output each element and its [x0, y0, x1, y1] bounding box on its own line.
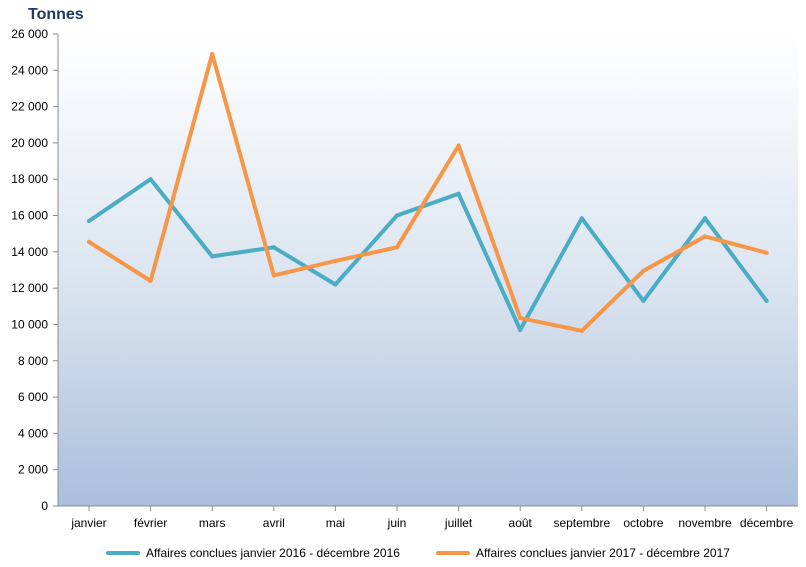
series-line-2 — [87, 52, 769, 333]
x-tick-label: décembre — [740, 516, 794, 530]
x-tick-label: octobre — [623, 516, 663, 530]
x-tick-label: juin — [387, 516, 407, 530]
data-point — [148, 278, 153, 283]
data-point — [518, 327, 523, 332]
data-point — [579, 216, 584, 221]
y-tick-label: 4 000 — [18, 426, 48, 440]
x-tick-label: juillet — [444, 516, 473, 530]
x-tick-label: mars — [199, 516, 226, 530]
y-tick-label: 8 000 — [18, 354, 48, 368]
data-point — [641, 268, 646, 273]
y-tick-label: 16 000 — [11, 209, 48, 223]
data-point — [87, 218, 91, 223]
data-point — [210, 51, 215, 56]
data-point — [456, 143, 461, 148]
y-tick-label: 18 000 — [11, 172, 48, 186]
x-axis-ticks: janvier février mars avril mai juin juillet aoû… — [58, 505, 798, 530]
x-tick-label: avril — [263, 516, 285, 530]
y-tick-label: 2 000 — [18, 463, 48, 477]
series-line-1 — [87, 177, 769, 332]
plot-area — [58, 34, 798, 506]
data-point — [703, 216, 707, 221]
data-point — [271, 273, 276, 278]
data-point — [395, 213, 399, 218]
y-tick-label: 0 — [41, 499, 48, 513]
x-tick-label: janvier — [70, 516, 106, 530]
data-point — [764, 250, 769, 255]
y-tick-label: 6 000 — [18, 390, 48, 404]
data-point — [87, 239, 91, 244]
data-point — [703, 234, 707, 239]
legend: Affaires conclues janvier 2016 - décembr… — [106, 546, 730, 560]
y-axis-ticks: 0 2 000 4 000 6 000 8 000 10 000 12 000 14 000 1… — [11, 27, 59, 513]
data-point — [579, 328, 584, 333]
data-point — [333, 282, 338, 287]
y-tick-label: 14 000 — [11, 245, 48, 259]
x-tick-label: mai — [326, 516, 345, 530]
y-axis-title: Tonnes — [28, 6, 84, 23]
y-tick-label: 24 000 — [11, 63, 48, 77]
series-lines — [87, 51, 769, 333]
data-point — [148, 177, 153, 182]
x-tick-label: août — [509, 516, 533, 530]
data-point — [395, 245, 399, 250]
data-point — [271, 245, 276, 250]
data-point — [764, 298, 769, 303]
data-point — [456, 191, 461, 196]
data-point — [641, 298, 646, 303]
legend-label: Affaires conclues janvier 2016 - décembr… — [146, 546, 400, 560]
x-tick-label: septembre — [553, 516, 610, 530]
data-point — [210, 254, 215, 259]
x-tick-label: novembre — [678, 516, 732, 530]
y-tick-label: 22 000 — [11, 100, 48, 114]
y-tick-label: 20 000 — [11, 136, 48, 150]
y-tick-label: 12 000 — [11, 281, 48, 295]
y-tick-label: 26 000 — [11, 27, 48, 41]
data-point — [518, 316, 523, 321]
data-point — [333, 258, 338, 263]
legend-label: Affaires conclues janvier 2017 - décembr… — [476, 546, 730, 560]
y-tick-label: 10 000 — [11, 317, 48, 331]
x-tick-label: février — [134, 516, 167, 530]
